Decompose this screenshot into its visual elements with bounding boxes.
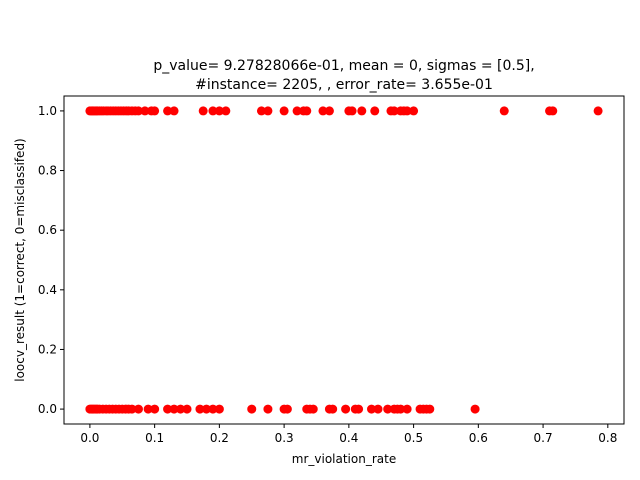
x-tick-label: 0.7: [534, 431, 553, 445]
scatter-point: [302, 106, 312, 116]
scatter-point: [367, 404, 377, 414]
x-axis-label: mr_violation_rate: [292, 452, 396, 466]
data-points: [85, 106, 603, 414]
y-axis-ticks: 0.0 0.2 0.4 0.6 0.8 1.0: [38, 104, 64, 416]
scatter-point: [214, 404, 224, 414]
scatter-point: [208, 404, 218, 414]
scatter-point: [282, 404, 292, 414]
scatter-point: [133, 404, 143, 414]
scatter-point: [308, 404, 318, 414]
scatter-point: [357, 106, 367, 116]
scatter-point: [402, 106, 412, 116]
scatter-point: [370, 106, 380, 116]
chart-title-line-2: #instance= 2205, , error_rate= 3.655e-01: [195, 77, 493, 93]
scatter-point: [208, 106, 218, 116]
y-tick-label: 0.2: [38, 342, 57, 356]
scatter-point: [548, 106, 558, 116]
x-tick-label: 0.0: [80, 431, 99, 445]
chart-title-line-1: p_value= 9.27828066e-01, mean = 0, sigma…: [153, 58, 534, 74]
scatter-point: [263, 404, 273, 414]
scatter-point: [389, 106, 399, 116]
scatter-point: [150, 404, 160, 414]
y-tick-label: 0.8: [38, 164, 57, 178]
x-tick-label: 0.1: [145, 431, 164, 445]
scatter-point: [221, 106, 231, 116]
x-tick-label: 0.6: [469, 431, 488, 445]
scatter-point: [347, 106, 357, 116]
scatter-point: [127, 404, 137, 414]
x-tick-label: 0.8: [598, 431, 617, 445]
scatter-point: [169, 404, 179, 414]
scatter-point: [256, 106, 266, 116]
scatter-point: [341, 404, 351, 414]
y-axis-label: loocv_result (1=correct, 0=misclassifed): [13, 138, 27, 382]
scatter-point: [324, 106, 334, 116]
scatter-point: [279, 106, 289, 116]
plot-area: [64, 96, 624, 424]
scatter-point: [499, 106, 509, 116]
scatter-point: [409, 106, 419, 116]
x-tick-label: 0.5: [404, 431, 423, 445]
x-tick-label: 0.2: [210, 431, 229, 445]
scatter-point: [373, 404, 383, 414]
scatter-point: [201, 404, 211, 414]
scatter-point: [163, 404, 173, 414]
scatter-point: [383, 404, 393, 414]
y-tick-label: 0.0: [38, 402, 57, 416]
scatter-point: [143, 404, 153, 414]
scatter-point: [140, 106, 150, 116]
scatter-point: [593, 106, 603, 116]
scatter-point: [198, 106, 208, 116]
scatter-point: [354, 404, 364, 414]
scatter-point: [214, 106, 224, 116]
scatter-point: [396, 404, 406, 414]
y-tick-label: 1.0: [38, 104, 57, 118]
y-tick-label: 0.4: [38, 283, 57, 297]
scatter-point: [163, 106, 173, 116]
scatter-point: [402, 404, 412, 414]
scatter-point: [169, 106, 179, 116]
scatter-point: [176, 404, 186, 414]
scatter-point: [150, 106, 160, 116]
scatter-point: [195, 404, 205, 414]
scatter-point: [425, 404, 435, 414]
scatter-point: [133, 106, 143, 116]
x-tick-label: 0.3: [275, 431, 294, 445]
scatter-point: [470, 404, 480, 414]
scatter-point: [328, 404, 338, 414]
scatter-point: [318, 106, 328, 116]
y-tick-label: 0.6: [38, 223, 57, 237]
scatter-point: [182, 404, 192, 414]
scatter-point: [247, 404, 257, 414]
plot-frame: [63, 95, 625, 425]
scatter-point: [263, 106, 273, 116]
scatter-point: [292, 106, 302, 116]
x-tick-label: 0.4: [339, 431, 358, 445]
x-axis-ticks: 0.0 0.1 0.2 0.3 0.4 0.5 0.6 0.7 0.8: [80, 424, 617, 445]
